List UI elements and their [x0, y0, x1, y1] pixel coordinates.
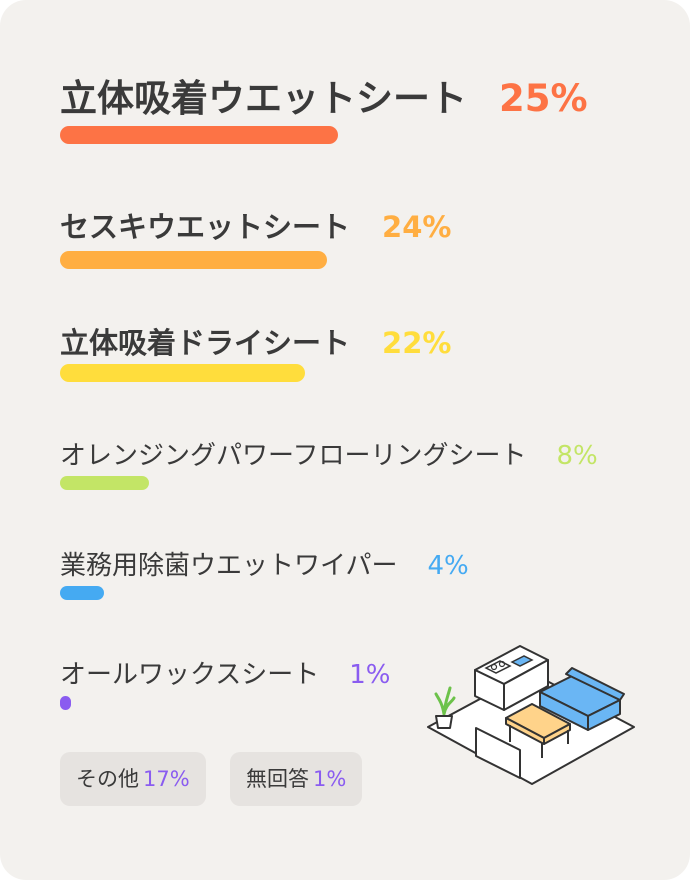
- bar: [60, 126, 338, 144]
- bar-row: オールワックスシート 1%: [60, 654, 390, 691]
- value-label: 8%: [556, 441, 598, 471]
- bar: [60, 586, 104, 600]
- bar: [60, 251, 327, 269]
- no-answer-chip: 無回答 1%: [230, 752, 363, 806]
- value-label: 25%: [499, 77, 588, 120]
- living-room-illustration-icon: [427, 645, 635, 785]
- category-label: オールワックスシート: [60, 660, 320, 690]
- others-value: 17%: [143, 767, 190, 791]
- category-label: オレンジングパワーフローリングシート: [60, 441, 527, 471]
- bar: [60, 364, 305, 382]
- bar-row: 業務用除菌ウエットワイパー 4%: [60, 545, 469, 582]
- value-label: 4%: [427, 551, 469, 581]
- others-chip: その他 17%: [60, 752, 206, 806]
- bar-row: オレンジングパワーフローリングシート 8%: [60, 435, 598, 472]
- value-label: 22%: [382, 326, 452, 360]
- others-label: その他: [76, 767, 139, 791]
- no-answer-value: 1%: [313, 767, 347, 791]
- value-label: 24%: [382, 210, 452, 244]
- category-label: 業務用除菌ウエットワイパー: [60, 551, 398, 581]
- bar-row: セスキウエットシート 24%: [60, 204, 451, 246]
- bar-row: 立体吸着ウエットシート 25%: [60, 68, 588, 122]
- category-label: 立体吸着ウエットシート: [60, 77, 467, 120]
- category-label: セスキウエットシート: [60, 210, 351, 244]
- value-label: 1%: [349, 660, 391, 690]
- bar: [60, 696, 71, 710]
- bar-row: 立体吸着ドライシート 22%: [60, 320, 451, 362]
- bar: [60, 476, 149, 490]
- category-label: 立体吸着ドライシート: [60, 326, 351, 360]
- no-answer-label: 無回答: [246, 767, 309, 791]
